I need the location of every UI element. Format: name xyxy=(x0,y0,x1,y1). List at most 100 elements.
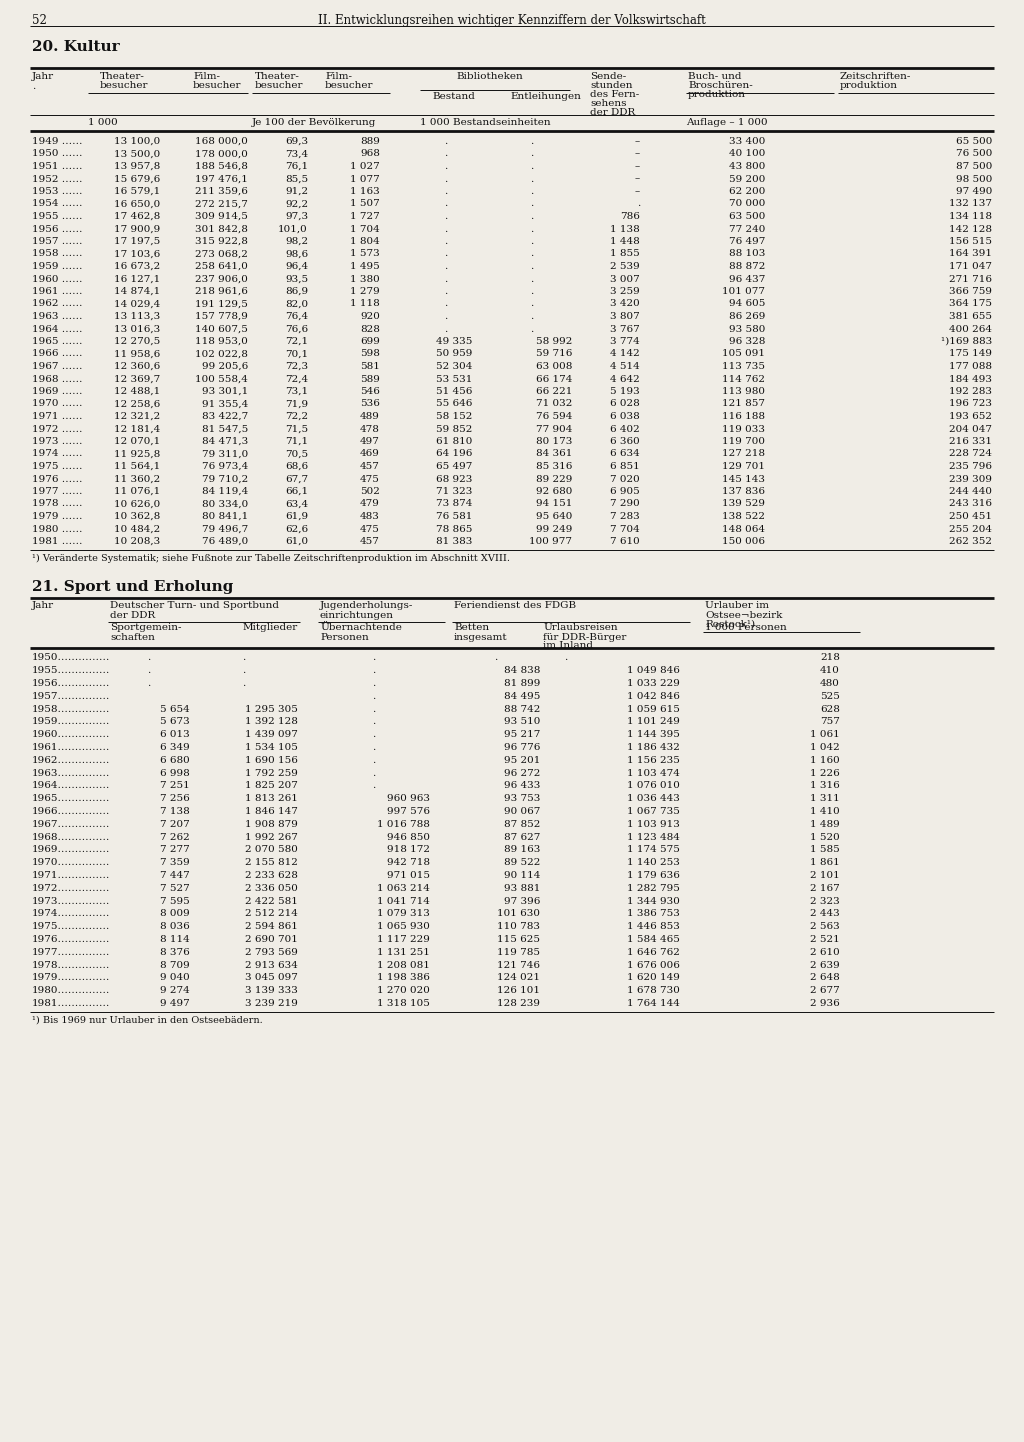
Text: 968: 968 xyxy=(360,150,380,159)
Text: 1958 ……: 1958 …… xyxy=(32,249,83,258)
Text: 59 852: 59 852 xyxy=(435,424,472,434)
Text: einrichtungen: einrichtungen xyxy=(319,610,394,620)
Text: 1 380: 1 380 xyxy=(350,274,380,284)
Text: 1956……………: 1956…………… xyxy=(32,679,111,688)
Text: 1974 ……: 1974 …… xyxy=(32,450,83,459)
Text: 1 174 575: 1 174 575 xyxy=(627,845,680,855)
Text: 7 262: 7 262 xyxy=(160,832,190,842)
Text: 13 016,3: 13 016,3 xyxy=(114,324,160,333)
Text: 7 359: 7 359 xyxy=(160,858,190,867)
Text: 96,4: 96,4 xyxy=(285,262,308,271)
Text: 9 040: 9 040 xyxy=(160,973,190,982)
Text: 63,4: 63,4 xyxy=(285,499,308,509)
Text: 55 646: 55 646 xyxy=(435,399,472,408)
Text: 1957 ……: 1957 …… xyxy=(32,236,83,247)
Text: 7 256: 7 256 xyxy=(160,795,190,803)
Text: 17 103,6: 17 103,6 xyxy=(114,249,160,258)
Text: 91,2: 91,2 xyxy=(285,187,308,196)
Text: Jahr: Jahr xyxy=(32,601,54,610)
Text: des Fern-: des Fern- xyxy=(590,89,639,99)
Text: 193 652: 193 652 xyxy=(949,412,992,421)
Text: stunden: stunden xyxy=(590,81,633,89)
Text: 589: 589 xyxy=(360,375,380,384)
Text: 63 500: 63 500 xyxy=(729,212,765,221)
Text: 88 103: 88 103 xyxy=(729,249,765,258)
Text: 1 059 615: 1 059 615 xyxy=(627,705,680,714)
Text: 262 352: 262 352 xyxy=(949,536,992,547)
Text: 52 304: 52 304 xyxy=(435,362,472,371)
Text: 1 676 006: 1 676 006 xyxy=(627,960,680,969)
Text: 67,7: 67,7 xyxy=(285,474,308,483)
Text: 2 913 634: 2 913 634 xyxy=(245,960,298,969)
Text: 11 076,1: 11 076,1 xyxy=(114,487,160,496)
Text: 15 679,6: 15 679,6 xyxy=(114,174,160,183)
Text: 20. Kultur: 20. Kultur xyxy=(32,40,120,53)
Text: 309 914,5: 309 914,5 xyxy=(196,212,248,221)
Text: 17 197,5: 17 197,5 xyxy=(114,236,160,247)
Text: 8 709: 8 709 xyxy=(160,960,190,969)
Text: 126 101: 126 101 xyxy=(497,986,540,995)
Text: 21. Sport und Erholung: 21. Sport und Erholung xyxy=(32,580,233,594)
Text: 175 149: 175 149 xyxy=(949,349,992,359)
Text: 11 360,2: 11 360,2 xyxy=(114,474,160,483)
Text: 6 851: 6 851 xyxy=(610,461,640,472)
Text: 1960……………: 1960…………… xyxy=(32,730,111,740)
Text: 3 239 219: 3 239 219 xyxy=(245,999,298,1008)
Text: 72,2: 72,2 xyxy=(285,412,308,421)
Text: 920: 920 xyxy=(360,311,380,322)
Text: .: . xyxy=(530,300,534,309)
Text: 1963 ……: 1963 …… xyxy=(32,311,83,322)
Text: 1 813 261: 1 813 261 xyxy=(245,795,298,803)
Text: 1 792 259: 1 792 259 xyxy=(245,769,298,777)
Text: besucher: besucher xyxy=(255,81,303,89)
Text: 7 595: 7 595 xyxy=(160,897,190,906)
Text: 1964 ……: 1964 …… xyxy=(32,324,83,333)
Text: 49 335: 49 335 xyxy=(435,337,472,346)
Text: 94 151: 94 151 xyxy=(536,499,572,509)
Text: 10 484,2: 10 484,2 xyxy=(114,525,160,534)
Text: 1 804: 1 804 xyxy=(350,236,380,247)
Text: 134 118: 134 118 xyxy=(949,212,992,221)
Text: 89 163: 89 163 xyxy=(504,845,540,855)
Text: 889: 889 xyxy=(360,137,380,146)
Text: 1 727: 1 727 xyxy=(350,212,380,221)
Text: schaften: schaften xyxy=(110,633,155,642)
Text: Film-: Film- xyxy=(193,72,220,81)
Text: 61,9: 61,9 xyxy=(285,512,308,521)
Text: 6 038: 6 038 xyxy=(610,412,640,421)
Text: Theater-: Theater- xyxy=(100,72,144,81)
Text: 1954 ……: 1954 …… xyxy=(32,199,83,209)
Text: besucher: besucher xyxy=(100,81,148,89)
Text: 216 331: 216 331 xyxy=(949,437,992,446)
Text: 66 221: 66 221 xyxy=(536,386,572,397)
Text: Zeitschriften-: Zeitschriften- xyxy=(840,72,911,81)
Text: 11 564,1: 11 564,1 xyxy=(114,461,160,472)
Text: 124 021: 124 021 xyxy=(497,973,540,982)
Text: .: . xyxy=(243,653,246,662)
Text: 2 793 569: 2 793 569 xyxy=(245,947,298,957)
Text: 1 446 853: 1 446 853 xyxy=(627,923,680,932)
Text: Mitglieder: Mitglieder xyxy=(243,623,298,633)
Text: 2 070 580: 2 070 580 xyxy=(245,845,298,855)
Text: .: . xyxy=(373,769,376,777)
Text: 101 630: 101 630 xyxy=(497,910,540,919)
Text: 164 391: 164 391 xyxy=(949,249,992,258)
Text: .: . xyxy=(444,187,447,196)
Text: Feriendienst des FDGB: Feriendienst des FDGB xyxy=(454,601,577,610)
Text: 3 774: 3 774 xyxy=(610,337,640,346)
Text: 145 143: 145 143 xyxy=(722,474,765,483)
Text: 72,4: 72,4 xyxy=(285,375,308,384)
Text: 1 144 395: 1 144 395 xyxy=(627,730,680,740)
Text: 2 101: 2 101 xyxy=(810,871,840,880)
Text: 137 836: 137 836 xyxy=(722,487,765,496)
Text: 1 000 Bestandseinheiten: 1 000 Bestandseinheiten xyxy=(420,118,551,127)
Text: 71,9: 71,9 xyxy=(285,399,308,408)
Text: 2 443: 2 443 xyxy=(810,910,840,919)
Text: 1967……………: 1967…………… xyxy=(32,820,111,829)
Text: 98,6: 98,6 xyxy=(285,249,308,258)
Text: 1 103 913: 1 103 913 xyxy=(627,820,680,829)
Text: 192 283: 192 283 xyxy=(949,386,992,397)
Text: 1 117 229: 1 117 229 xyxy=(377,934,430,945)
Text: produktion: produktion xyxy=(840,81,898,89)
Text: 2 521: 2 521 xyxy=(810,934,840,945)
